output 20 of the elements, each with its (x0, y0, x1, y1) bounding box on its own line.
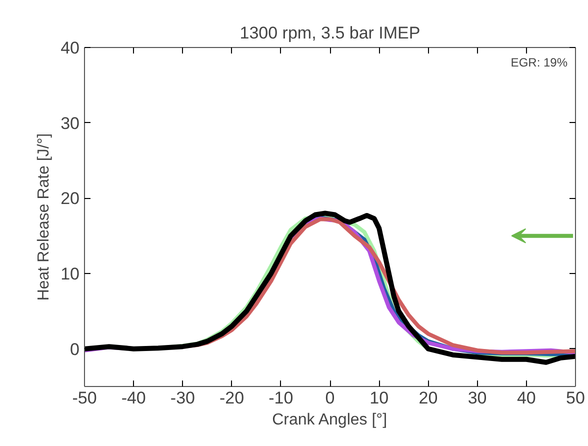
y-axis-title: Heat Release Rate [J/°] (36, 133, 53, 301)
y-tick-label: 40 (60, 38, 80, 58)
x-tick-label: -40 (121, 388, 146, 408)
x-tick-label: -50 (72, 388, 97, 408)
x-tick-label: -20 (220, 388, 244, 408)
x-tick-label: -30 (170, 388, 195, 408)
x-tick-label: 30 (468, 388, 487, 408)
y-tick-label: 10 (60, 264, 80, 284)
chart-title: 1300 rpm, 3.5 bar IMEP (240, 24, 420, 42)
x-tick-label: 40 (516, 388, 536, 408)
x-tick-label: 10 (370, 388, 389, 408)
x-tick-label: -10 (268, 388, 294, 408)
y-tick-label: 0 (70, 340, 80, 359)
y-tick-label: 20 (60, 189, 80, 208)
x-tick-label: 50 (566, 388, 585, 408)
x-tick-label: 0 (325, 388, 335, 408)
x-tick-label: 20 (418, 388, 438, 408)
annotation: EGR: 19% (510, 56, 568, 70)
x-axis-title: Crank Angles [°] (272, 412, 388, 428)
y-tick-label: 30 (60, 114, 80, 133)
